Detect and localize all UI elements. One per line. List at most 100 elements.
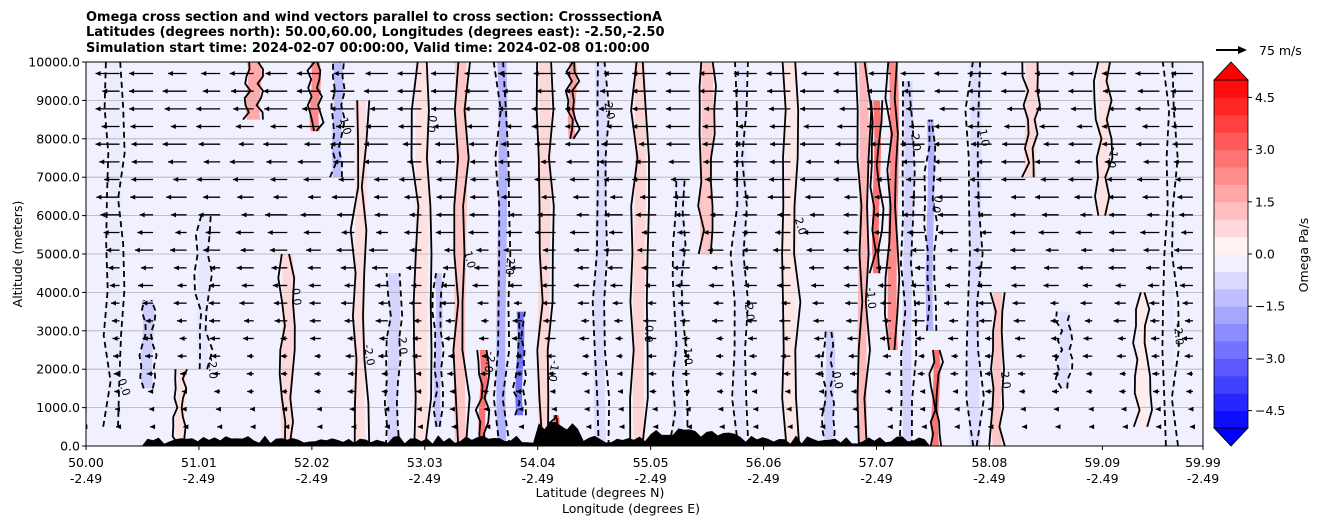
wind-vector-head-330 (566, 159, 572, 165)
wind-vector-head-362 (645, 335, 651, 341)
colorbar-tick-label-6: 4.5 (1255, 90, 1275, 105)
wind-vector-head-587 (967, 71, 973, 77)
wind-vector-head-231 (451, 424, 457, 430)
wind-vector-head-385 (677, 300, 683, 306)
colorbar-tick-label-2: −1.5 (1255, 299, 1285, 314)
wind-vector-head-495 (843, 212, 849, 218)
wind-vector-head-356 (603, 71, 609, 77)
colorbar-segment-11 (1214, 219, 1248, 238)
wind-vector-head-27 (111, 318, 117, 324)
wind-vector-head-387 (672, 265, 678, 271)
wind-vector-head-487 (848, 353, 854, 359)
wind-vector-head-263 (468, 229, 474, 235)
wind-vector-head-301 (542, 300, 548, 306)
wind-vector-head-351 (598, 159, 604, 165)
wind-vector-head-635 (1083, 335, 1089, 341)
omega-patch-22 (699, 62, 714, 254)
wind-vector-head-272 (464, 71, 470, 77)
wind-vector-head-278 (511, 335, 517, 341)
wind-vector-head-249 (431, 106, 437, 112)
wind-vector-head-521 (867, 124, 873, 130)
wind-vector-head-559 (937, 194, 943, 200)
wind-vector-head-388 (679, 247, 685, 253)
wind-vector-head-75 (171, 212, 177, 218)
wind-vector-head-571 (984, 353, 990, 359)
omega-patch-0 (106, 62, 122, 427)
wind-vector-head-546 (954, 424, 960, 430)
wind-vector-head-613 (1052, 353, 1058, 359)
wind-vector-head-400 (718, 406, 724, 412)
wind-vector-head-44 (148, 388, 154, 394)
wind-vector-head-30 (108, 265, 114, 271)
wind-vector-head-699 (1184, 318, 1190, 324)
wind-vector-head-424 (749, 353, 755, 359)
wind-vector-head-562 (934, 141, 940, 147)
omega-patch-29 (902, 81, 914, 446)
wind-vector-head-611 (1051, 388, 1057, 394)
wind-vector-head-191 (381, 388, 387, 394)
contour-line-22-1 (709, 62, 717, 255)
wind-vector-head-415 (702, 141, 708, 147)
wind-vector-head-274 (518, 406, 524, 412)
wind-vector-head-484 (852, 406, 858, 412)
contour-line-37-0 (1132, 292, 1142, 428)
wind-vector-head-496 (844, 194, 850, 200)
wind-vector-head-203 (374, 177, 380, 183)
wind-vector-head-178 (336, 247, 342, 253)
wind-vector-head-116 (235, 229, 241, 235)
wind-vector-head-531 (912, 318, 918, 324)
wind-vector-head-575 (977, 282, 983, 288)
wind-vector-head-413 (704, 177, 710, 183)
contour-line-0-0 (102, 62, 112, 427)
x-tick-lat-3: 53.03 (407, 455, 443, 470)
wind-vector-head-262 (476, 247, 482, 253)
wind-vector-head-60 (129, 106, 135, 112)
wind-vector-head-590 (1019, 388, 1025, 394)
quiver-key-label: 75 m/s (1259, 43, 1302, 58)
wind-vector-head-46 (145, 353, 151, 359)
wind-vector-head-190 (384, 406, 390, 412)
wind-vector-head-234 (447, 371, 453, 377)
wind-vector-head-344 (610, 282, 616, 288)
wind-vector-head-297 (548, 371, 554, 377)
omega-patch-25 (823, 330, 836, 446)
wind-vector-head-665 (1106, 177, 1112, 183)
contour-label-25: 0.0 (830, 371, 846, 391)
wind-vector-head-331 (565, 141, 571, 147)
wind-vector-head-271 (464, 88, 470, 94)
wind-vector-head-586 (967, 88, 973, 94)
wind-vector-head-131 (280, 335, 286, 341)
wind-vector-head-642 (1080, 212, 1086, 218)
wind-vector-head-446 (782, 335, 788, 341)
wind-vector-head-188 (333, 71, 339, 77)
wind-vector-head-536 (907, 229, 913, 235)
wind-vector-head-528 (917, 371, 923, 377)
wind-vector-head-199 (368, 247, 374, 253)
wind-vector-head-67 (177, 353, 183, 359)
wind-vector-head-326 (569, 229, 575, 235)
wind-vector-head-494 (843, 229, 849, 235)
wind-vector-head-600 (1010, 212, 1016, 218)
plot-area: 0.0 -2.0 0.0 1.0 -2.0 2.0 0.0 1.0 -2.0 2.0 -1.0 2.0… (79, 61, 1204, 447)
wind-vector-head-163 (304, 141, 310, 147)
wind-vector-head-318 (581, 371, 587, 377)
wind-vector-head-103 (202, 88, 208, 94)
wind-vector-head-657 (1113, 318, 1119, 324)
wind-vector-head-3 (79, 371, 84, 376)
wind-vector-head-433 (743, 194, 749, 200)
wind-vector-head-123 (233, 106, 239, 112)
wind-vector-head-708 (1173, 159, 1179, 165)
contour-line-35-1 (1066, 311, 1074, 389)
wind-vector-head-693 (1189, 424, 1195, 430)
wind-vector-head-304 (542, 247, 548, 253)
wind-vector-head-465 (815, 371, 821, 377)
wind-vector-head-468 (813, 318, 819, 324)
wind-vector-head-466 (814, 353, 820, 359)
y-tick-label-3: 3000.0 (36, 323, 80, 338)
wind-vector-head-265 (470, 194, 476, 200)
wind-vector-head-458 (769, 124, 775, 130)
wind-vector-head-480 (799, 106, 805, 112)
wind-vector-head-348 (604, 212, 610, 218)
wind-vector-head-551 (947, 335, 953, 341)
wind-vector-head-677 (1150, 335, 1156, 341)
